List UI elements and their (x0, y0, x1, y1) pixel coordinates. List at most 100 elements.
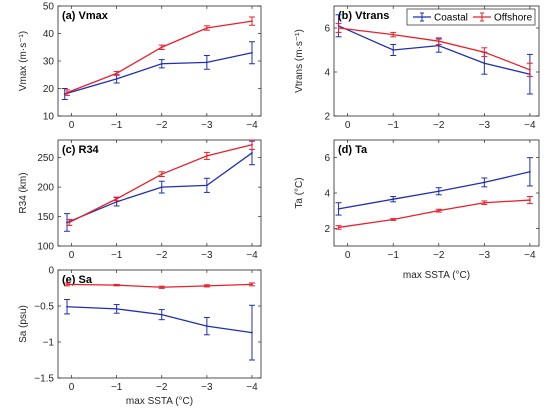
x-axis-label: max SSTA (°C) (126, 396, 193, 407)
x-tick-label: −1 (388, 250, 400, 261)
panel-title: (a) Vmax (62, 10, 109, 22)
x-tick-label: −3 (479, 120, 491, 131)
x-tick-label: −2 (156, 382, 168, 393)
data-point (115, 200, 118, 203)
y-tick-label: 50 (43, 2, 55, 13)
data-point (115, 77, 118, 80)
y-tick-label: 2 (324, 224, 330, 235)
x-tick-label: −3 (201, 382, 213, 393)
y-tick-label: 200 (37, 183, 54, 194)
data-point (160, 62, 163, 65)
panel-d: 2 4 6 0 −1 −2 −3 −4 (d) Ta Ta (°C) max SSTA (°C) (294, 139, 540, 281)
y-tick-label: 6 (324, 24, 330, 35)
data-point (437, 44, 440, 47)
panel-c: 100 150 200 250 0 −1 −2 −3 −4 (c) R34 R34 (km) (18, 139, 262, 261)
data-point (115, 197, 118, 200)
y-tick-label: 4 (324, 189, 330, 200)
y-axis-label: Vtrans (m·s⁻¹) (294, 29, 305, 93)
plot-frame (333, 139, 540, 247)
x-tick-label: −3 (201, 250, 213, 261)
y-tick-label: 2 (324, 112, 330, 123)
x-tick-label: −4 (246, 382, 258, 393)
data-point (437, 190, 440, 193)
data-point (205, 325, 208, 328)
data-point (205, 155, 208, 157)
y-tick-label: 20 (43, 84, 55, 95)
data-point (205, 27, 208, 29)
data-point (337, 208, 340, 210)
data-point (251, 283, 253, 286)
data-point (251, 152, 253, 154)
data-point (66, 305, 68, 308)
data-point (251, 143, 253, 146)
data-point (251, 331, 253, 334)
x-tick-label: −1 (388, 120, 400, 131)
legend-box (406, 8, 536, 26)
data-point (66, 91, 68, 94)
data-point (205, 284, 208, 287)
y-tick-label: 250 (37, 153, 54, 164)
x-tick-label: 0 (345, 120, 351, 131)
data-point (160, 173, 163, 176)
panel-title: (b) Vtrans (338, 10, 389, 22)
x-tick-label: −2 (156, 120, 168, 131)
x-tick-label: −4 (524, 120, 536, 131)
x-tick-label: −3 (201, 120, 213, 131)
series-coastal (64, 299, 255, 361)
series-offshore (64, 282, 255, 289)
data-point (205, 61, 208, 64)
data-point (160, 286, 163, 289)
data-point (528, 170, 531, 173)
x-tick-label: 0 (69, 382, 75, 393)
legend: Coastal Offshore (406, 8, 536, 26)
series-offshore (66, 139, 255, 226)
x-tick-label: 0 (69, 250, 75, 261)
data-point (337, 226, 340, 229)
y-axis-label: Ta (°C) (294, 177, 305, 208)
data-point (392, 49, 395, 51)
data-point (483, 51, 486, 54)
data-point (392, 198, 395, 201)
y-axis-label: Sa (psu) (18, 305, 29, 343)
panel-a: 10 20 30 40 50 0 −1 −2 −3 −4 (a) Vmax Vmax (m·s⁻¹) (18, 2, 262, 131)
data-point (115, 284, 118, 287)
plot-frame (57, 5, 262, 117)
data-point (63, 93, 66, 95)
x-axis-label: max SSTA (°C) (403, 270, 470, 281)
y-tick-label: 0 (48, 266, 54, 277)
data-point (392, 218, 395, 221)
panel-title: (d) Ta (338, 144, 368, 156)
series-offshore (335, 23, 533, 77)
panel-b: 2 4 6 0 −1 −2 −3 −4 (b) Vtrans Vtrans (m·s⁻¹) Coas… (294, 5, 540, 131)
data-point (66, 221, 68, 224)
x-tick-label: −2 (156, 250, 168, 261)
series-offshore (335, 196, 533, 230)
data-point (115, 307, 118, 310)
data-point (160, 186, 163, 189)
data-point (115, 72, 118, 75)
x-tick-label: −1 (111, 382, 123, 393)
data-point (483, 201, 486, 204)
data-point (437, 40, 440, 43)
legend-label: Offshore (494, 13, 533, 24)
y-axis-label: Vmax (m·s⁻¹) (18, 31, 29, 91)
series-offshore (64, 16, 255, 96)
panel-title: (c) R34 (62, 144, 100, 156)
data-point (205, 184, 208, 187)
data-point (483, 62, 486, 65)
data-point (528, 68, 531, 71)
series-coastal (335, 157, 533, 216)
x-tick-label: 0 (345, 250, 351, 261)
data-point (483, 181, 486, 184)
x-tick-label: −1 (111, 120, 123, 131)
y-tick-label: −0.5 (34, 302, 54, 313)
data-point (251, 51, 253, 54)
data-point (66, 283, 68, 286)
y-tick-label: 30 (43, 57, 55, 68)
y-tick-label: 150 (37, 212, 54, 223)
data-point (251, 20, 253, 23)
data-point (528, 199, 531, 201)
data-point (337, 27, 340, 29)
